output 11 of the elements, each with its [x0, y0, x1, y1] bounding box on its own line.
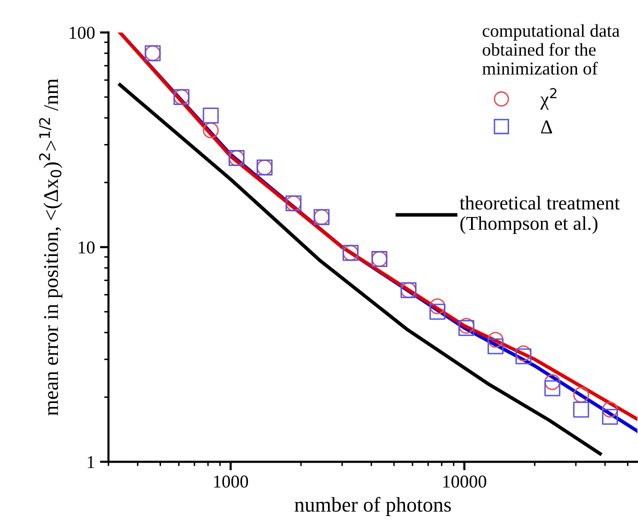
y-tick-label: 1	[88, 456, 94, 468]
x-tick-label: 1000	[214, 475, 248, 488]
x-tick-label: 10000	[443, 475, 486, 488]
legend-label: Δ	[541, 120, 552, 134]
legend-label: χ$^{2}$	[540, 88, 556, 110]
legend-title: computational data obtained for the minimization of	[482, 24, 620, 75]
y-axis-title: mean error in position, <(Δx$_{0}$)$^{2}$>$^{1/2}$ /nm	[39, 78, 62, 416]
y-tick-label: 100	[70, 26, 95, 39]
x-axis-title: number of photons	[294, 496, 451, 516]
y-tick-label: 10	[78, 241, 95, 254]
legend-label: theoretical treatment (Thompson et al.)	[460, 196, 620, 234]
